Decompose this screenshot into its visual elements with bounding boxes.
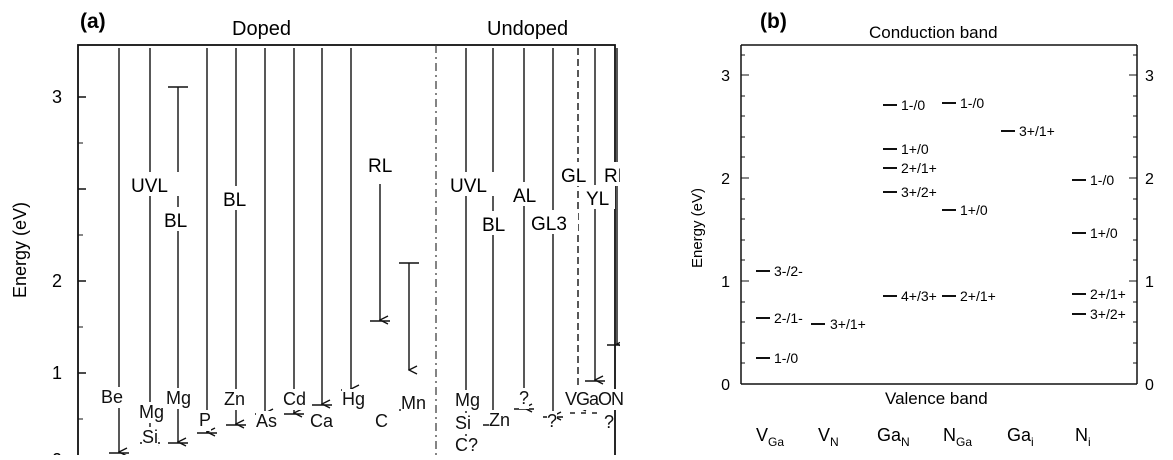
level-nga-1m0: 1-/0 (960, 95, 984, 111)
level-ni-3p2p: 3+/2+ (1090, 306, 1126, 322)
panel-a-ylabel: Energy (eV) (10, 202, 30, 298)
panel-b-letter: (b) (760, 10, 787, 33)
panel-b-ytick-2-right: 2 (1145, 171, 1154, 188)
panel-a-categories: Be Mg Si Mg P Zn As Cd Ca Hg C Mn Mg Si … (101, 387, 624, 455)
level-nga-1p0: 1+/0 (960, 202, 988, 218)
defect-labels: VGa VN GaN NGa Gai Ni (756, 425, 1091, 449)
undoped-transitions (456, 48, 627, 443)
cat-ca: Ca (310, 411, 334, 432)
defect-vga: VGa (756, 425, 784, 449)
defect-gai: Gai (1007, 425, 1034, 449)
panel-a-diagram: (a) Doped Undoped 0 1 2 3 Energy (eV) (10, 10, 628, 460)
panel-b: (b) Conduction band Valence band 0 1 2 3… (660, 0, 1173, 455)
cat-mg-1: Mg (139, 402, 165, 423)
level-vga-3m2m: 3-/2- (774, 263, 803, 279)
panel-b-ytick-labels: 0 1 2 3 0 1 2 3 (721, 68, 1154, 394)
panel-a-ytick-1: 1 (52, 363, 62, 383)
panel-b-ylabel: Energy (eV) (689, 188, 706, 268)
level-nga-2p1p: 2+/1+ (960, 288, 996, 304)
cat-c: C (375, 411, 388, 432)
panel-b-diagram: (b) Conduction band Valence band 0 1 2 3… (689, 10, 1154, 449)
label-uvl-doped: UVL (131, 176, 168, 197)
defect-ni: Ni (1075, 425, 1091, 449)
label-al: AL (513, 186, 536, 207)
level-vn-3p1p: 3+/1+ (830, 316, 866, 332)
panel-b-ytick-0-right: 0 (1145, 377, 1154, 394)
cat-zn: Zn (224, 389, 246, 410)
panel-a-ytick-3: 3 (52, 87, 62, 107)
label-uvl-undoped: UVL (450, 176, 487, 197)
panel-a: (a) Doped Undoped 0 1 2 3 Energy (eV) (10, 10, 628, 460)
label-bl-mg: BL (164, 211, 187, 232)
panel-b-ytick-2-left: 2 (721, 171, 730, 188)
level-gan-1p0: 1+/0 (901, 141, 929, 157)
level-ni-2p1p: 2+/1+ (1090, 286, 1126, 302)
cat-question-1: ? (519, 388, 530, 409)
level-marks (756, 102, 1086, 359)
cat-be: Be (101, 387, 124, 408)
doped-transitions (109, 48, 419, 453)
cat-si-2: Si (455, 413, 472, 434)
level-gai-3p1p: 3+/1+ (1019, 123, 1055, 139)
level-ni-1m0: 1-/0 (1090, 172, 1114, 188)
cat-question-2: ? (547, 411, 558, 432)
label-yl: YL (586, 189, 609, 210)
cat-zn-2: Zn (489, 410, 511, 431)
conduction-band-label: Conduction band (869, 23, 998, 42)
level-vga-1m0: 1-/0 (774, 350, 798, 366)
cat-mn: Mn (401, 393, 427, 414)
level-labels: 3-/2- 2-/1- 1-/0 3+/1+ 1-/0 1+/0 2+/1+ 3… (774, 95, 1126, 366)
defect-gan: GaN (877, 425, 910, 449)
label-rl-doped: RL (368, 156, 392, 177)
cat-hg: Hg (342, 389, 366, 410)
panel-b-ytick-1-right: 1 (1145, 274, 1154, 291)
panel-b-ytick-3-right: 3 (1145, 68, 1154, 85)
cat-vgaon: VGaON (565, 389, 624, 410)
transition-labels: UVL BL BL RL UVL BL AL GL3 GL YL RL (130, 156, 628, 236)
cat-mg-2: Mg (455, 390, 481, 411)
header-doped: Doped (232, 18, 291, 40)
label-gl3: GL3 (531, 214, 567, 235)
level-gan-4p3p: 4+/3+ (901, 288, 937, 304)
defect-vn: VN (818, 425, 839, 449)
header-undoped: Undoped (487, 18, 568, 40)
cat-cd: Cd (283, 389, 307, 410)
cat-mg: Mg (166, 388, 192, 409)
level-gan-3p2p: 3+/2+ (901, 184, 937, 200)
panel-b-ytick-0-left: 0 (721, 377, 730, 394)
level-gan-2p1p: 2+/1+ (901, 160, 937, 176)
cat-c-question: C? (455, 435, 479, 455)
panel-b-ytick-1-left: 1 (721, 274, 730, 291)
valence-band-label: Valence band (885, 389, 988, 408)
panel-a-frame (77, 44, 616, 460)
panel-a-ytick-2: 2 (52, 271, 62, 291)
cat-as: As (256, 411, 278, 432)
panel-b-ytick-3-left: 3 (721, 68, 730, 85)
level-gan-1m0: 1-/0 (901, 97, 925, 113)
cat-question-3: ? (604, 412, 615, 433)
cat-si-1: Si (142, 427, 159, 448)
label-bl-zn: BL (223, 190, 246, 211)
panel-a-letter: (a) (80, 10, 106, 33)
label-gl: GL (561, 166, 586, 187)
level-vga-2m1m: 2-/1- (774, 310, 803, 326)
cat-p: P (199, 410, 212, 431)
panel-b-ticks (741, 54, 1137, 385)
defect-nga: NGa (943, 425, 972, 449)
label-bl-undoped: BL (482, 215, 505, 236)
level-ni-1p0: 1+/0 (1090, 225, 1118, 241)
